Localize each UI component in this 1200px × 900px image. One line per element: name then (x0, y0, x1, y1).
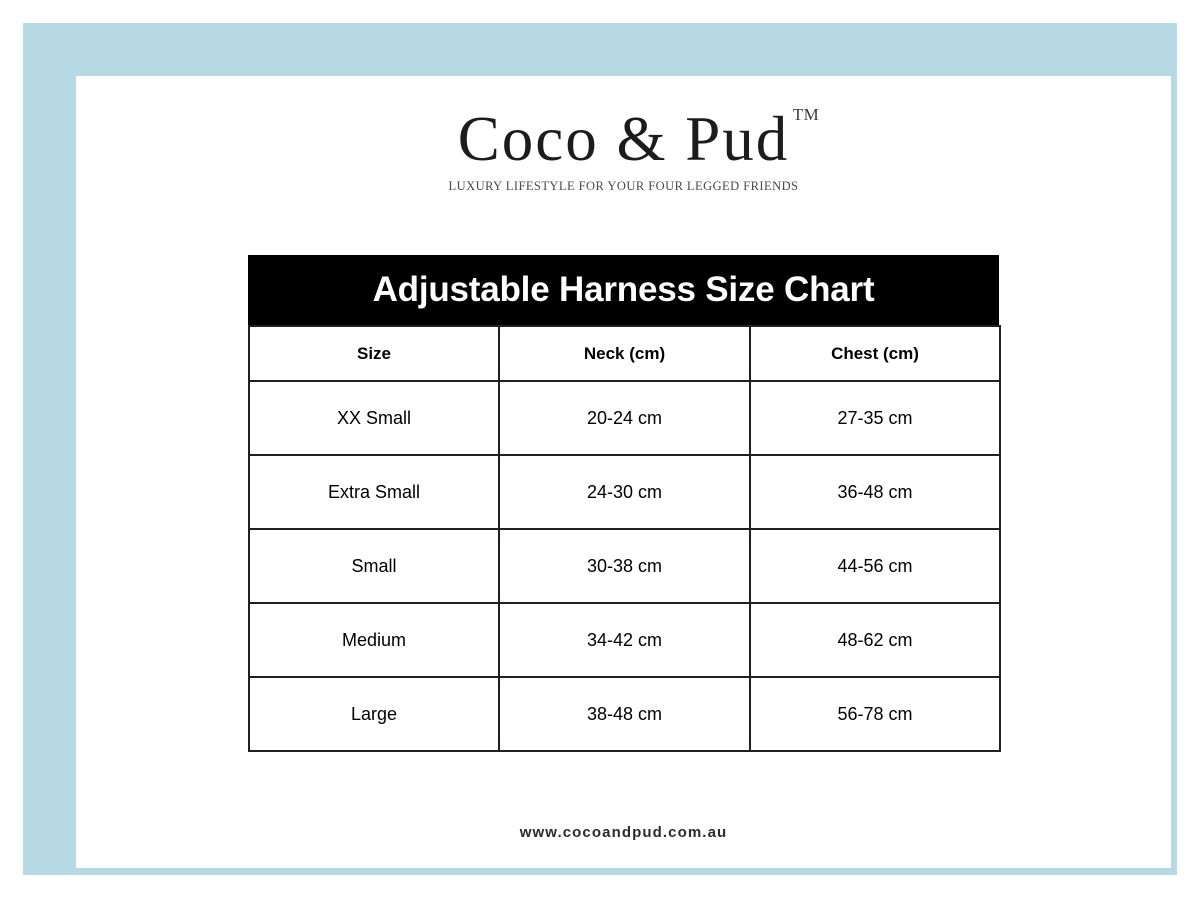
cell-neck: 30-38 cm (498, 528, 751, 604)
table-row: XX Small 20-24 cm 27-35 cm (248, 380, 1001, 456)
brand-logo: Coco & Pud TM LUXURY LIFESTYLE FOR YOUR … (76, 106, 1171, 194)
column-header-neck: Neck (cm) (498, 325, 751, 382)
cell-size: Extra Small (248, 454, 500, 530)
cell-neck: 38-48 cm (498, 676, 751, 752)
size-chart: Adjustable Harness Size Chart Size Neck … (248, 255, 1001, 752)
cell-size: Large (248, 676, 500, 752)
decorative-blue-frame: Coco & Pud TM LUXURY LIFESTYLE FOR YOUR … (23, 23, 1177, 875)
table-row: Large 38-48 cm 56-78 cm (248, 676, 1001, 752)
cell-size: XX Small (248, 380, 500, 456)
column-header-chest: Chest (cm) (749, 325, 1001, 382)
content-panel: Coco & Pud TM LUXURY LIFESTYLE FOR YOUR … (76, 76, 1171, 868)
cell-chest: 48-62 cm (749, 602, 1001, 678)
table-header-row: Size Neck (cm) Chest (cm) (248, 325, 1001, 382)
cell-size: Medium (248, 602, 500, 678)
size-chart-table: Size Neck (cm) Chest (cm) XX Small 20-24… (248, 325, 1001, 752)
cell-neck: 24-30 cm (498, 454, 751, 530)
table-body: XX Small 20-24 cm 27-35 cm Extra Small 2… (248, 380, 1001, 752)
column-header-size: Size (248, 325, 500, 382)
cell-neck: 20-24 cm (498, 380, 751, 456)
brand-tagline: LUXURY LIFESTYLE FOR YOUR FOUR LEGGED FR… (448, 179, 799, 193)
brand-wordmark: Coco & Pud TM (458, 106, 819, 171)
table-header: Size Neck (cm) Chest (cm) (248, 325, 1001, 382)
table-row: Extra Small 24-30 cm 36-48 cm (248, 454, 1001, 530)
cell-chest: 27-35 cm (749, 380, 1001, 456)
cell-neck: 34-42 cm (498, 602, 751, 678)
brand-wordmark-text: Coco & Pud (457, 104, 790, 174)
trademark-symbol: TM (792, 105, 820, 124)
cell-size: Small (248, 528, 500, 604)
table-row: Medium 34-42 cm 48-62 cm (248, 602, 1001, 678)
website-url: www.cocoandpud.com.au (519, 824, 728, 841)
size-chart-title: Adjustable Harness Size Chart (248, 255, 999, 325)
cell-chest: 36-48 cm (749, 454, 1001, 530)
cell-chest: 56-78 cm (749, 676, 1001, 752)
table-row: Small 30-38 cm 44-56 cm (248, 528, 1001, 604)
cell-chest: 44-56 cm (749, 528, 1001, 604)
